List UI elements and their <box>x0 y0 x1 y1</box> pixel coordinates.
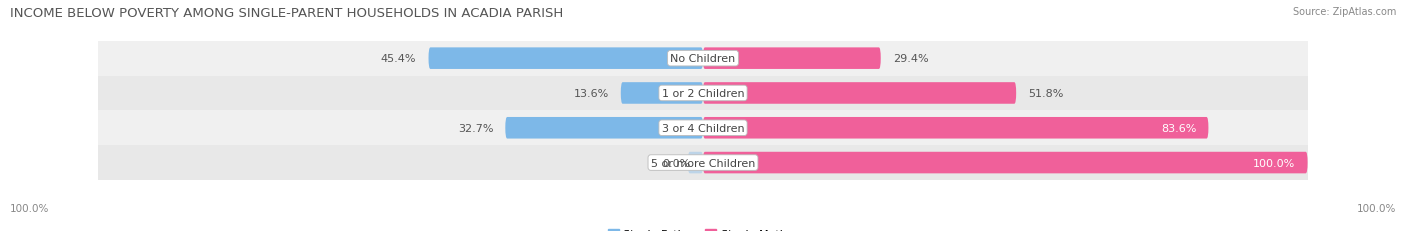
Text: 3 or 4 Children: 3 or 4 Children <box>662 123 744 133</box>
Text: 83.6%: 83.6% <box>1161 123 1197 133</box>
Bar <box>98 76 1308 111</box>
Text: Source: ZipAtlas.com: Source: ZipAtlas.com <box>1292 7 1396 17</box>
FancyBboxPatch shape <box>621 83 703 104</box>
Text: No Children: No Children <box>671 54 735 64</box>
Text: 13.6%: 13.6% <box>574 88 609 99</box>
Text: 100.0%: 100.0% <box>1357 203 1396 213</box>
Text: INCOME BELOW POVERTY AMONG SINGLE-PARENT HOUSEHOLDS IN ACADIA PARISH: INCOME BELOW POVERTY AMONG SINGLE-PARENT… <box>10 7 562 20</box>
Text: 100.0%: 100.0% <box>1253 158 1295 168</box>
Text: 32.7%: 32.7% <box>458 123 494 133</box>
FancyBboxPatch shape <box>703 83 1017 104</box>
FancyBboxPatch shape <box>688 152 703 174</box>
FancyBboxPatch shape <box>703 152 1308 174</box>
Text: 0.0%: 0.0% <box>662 158 690 168</box>
Text: 45.4%: 45.4% <box>381 54 416 64</box>
FancyBboxPatch shape <box>429 48 703 70</box>
FancyBboxPatch shape <box>505 118 703 139</box>
Bar <box>98 42 1308 76</box>
Text: 1 or 2 Children: 1 or 2 Children <box>662 88 744 99</box>
Text: 5 or more Children: 5 or more Children <box>651 158 755 168</box>
FancyBboxPatch shape <box>703 48 880 70</box>
FancyBboxPatch shape <box>703 118 1208 139</box>
Legend: Single Father, Single Mother: Single Father, Single Mother <box>603 225 803 231</box>
Text: 51.8%: 51.8% <box>1028 88 1064 99</box>
Text: 29.4%: 29.4% <box>893 54 928 64</box>
Bar <box>98 111 1308 146</box>
Text: 100.0%: 100.0% <box>10 203 49 213</box>
Bar <box>98 146 1308 180</box>
